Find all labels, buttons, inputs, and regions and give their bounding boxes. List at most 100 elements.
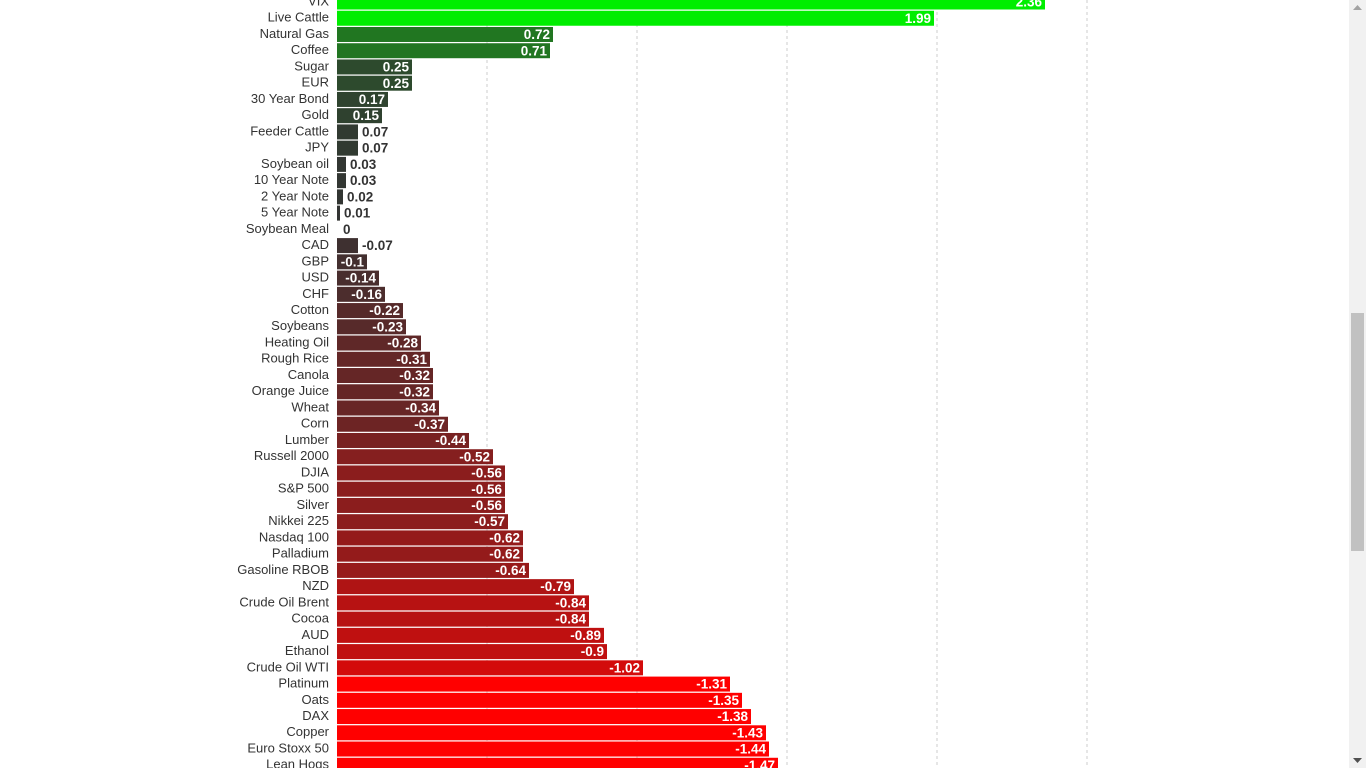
bar bbox=[337, 709, 751, 725]
bar bbox=[337, 530, 523, 546]
value-label: 0.03 bbox=[350, 173, 377, 188]
category-label: Soybean oil bbox=[261, 156, 329, 171]
value-label: -0.37 bbox=[414, 417, 445, 432]
category-label: Nikkei 225 bbox=[268, 513, 329, 528]
value-label: -1.44 bbox=[735, 742, 766, 757]
value-label: -0.84 bbox=[555, 595, 586, 610]
value-label: -0.62 bbox=[489, 547, 520, 562]
scrollbar-thumb[interactable] bbox=[1351, 313, 1364, 551]
value-label: -0.9 bbox=[581, 644, 604, 659]
bar bbox=[337, 692, 742, 708]
value-label: -0.32 bbox=[399, 368, 430, 383]
category-label: EUR bbox=[302, 75, 329, 90]
value-label: 0.71 bbox=[521, 43, 548, 58]
value-label: 0.03 bbox=[350, 157, 377, 172]
category-label: USD bbox=[302, 270, 329, 285]
category-label: GBP bbox=[302, 253, 329, 268]
value-label: -0.57 bbox=[474, 514, 505, 529]
value-label: 1.99 bbox=[905, 11, 931, 26]
value-label: -1.35 bbox=[708, 693, 739, 708]
category-label: VIX bbox=[308, 0, 329, 8]
category-label: Coffee bbox=[291, 42, 329, 57]
value-label: -0.52 bbox=[459, 449, 490, 464]
value-label: -0.07 bbox=[362, 238, 393, 253]
bar bbox=[337, 254, 367, 270]
category-label: Sugar bbox=[294, 58, 329, 73]
value-label: 0.07 bbox=[362, 124, 388, 139]
value-label: -0.56 bbox=[471, 482, 502, 497]
bar bbox=[337, 595, 589, 611]
category-label: Live Cattle bbox=[268, 10, 329, 25]
category-label: AUD bbox=[302, 627, 329, 642]
category-label: CHF bbox=[302, 286, 329, 301]
category-label: Rough Rice bbox=[261, 351, 329, 366]
bar bbox=[337, 26, 553, 42]
category-label: Palladium bbox=[272, 546, 329, 561]
category-label: Cocoa bbox=[291, 611, 329, 626]
value-label: -0.62 bbox=[489, 530, 520, 545]
category-label: Gasoline RBOB bbox=[237, 562, 329, 577]
value-label: -1.02 bbox=[609, 660, 640, 675]
value-label: 0.15 bbox=[353, 108, 380, 123]
scroll-up-arrow[interactable] bbox=[1353, 5, 1362, 10]
bar bbox=[337, 91, 388, 107]
category-label: Silver bbox=[296, 497, 329, 512]
value-label: -1.47 bbox=[744, 758, 775, 768]
value-label: -0.23 bbox=[372, 319, 403, 334]
value-label: -0.22 bbox=[369, 303, 400, 318]
bar bbox=[337, 43, 550, 59]
category-label: Crude Oil WTI bbox=[247, 659, 329, 674]
category-label: Cotton bbox=[291, 302, 329, 317]
scroll-down-arrow[interactable] bbox=[1353, 758, 1362, 763]
value-label: 0.25 bbox=[383, 60, 410, 75]
bar bbox=[337, 10, 934, 26]
bar bbox=[337, 75, 412, 91]
category-label: 5 Year Note bbox=[261, 205, 329, 220]
bar bbox=[337, 189, 343, 205]
bar bbox=[337, 303, 403, 319]
category-label: Feeder Cattle bbox=[250, 123, 329, 138]
bar bbox=[337, 611, 589, 627]
category-label: Corn bbox=[301, 416, 329, 431]
bar bbox=[337, 676, 730, 692]
value-label: -1.43 bbox=[732, 725, 763, 740]
value-label: 0.02 bbox=[347, 189, 373, 204]
bar bbox=[337, 205, 340, 221]
category-label: Natural Gas bbox=[260, 26, 330, 41]
bar bbox=[337, 741, 769, 757]
bar bbox=[337, 465, 505, 481]
bar bbox=[337, 140, 358, 156]
value-label: 0.17 bbox=[359, 92, 385, 107]
category-label: DAX bbox=[302, 708, 329, 723]
bar bbox=[337, 124, 358, 140]
value-label: 2.36 bbox=[1016, 0, 1043, 10]
value-label: -0.31 bbox=[396, 352, 427, 367]
bar bbox=[337, 335, 421, 351]
value-label: -0.56 bbox=[471, 498, 502, 513]
category-label: Wheat bbox=[291, 399, 329, 414]
category-label: Soybeans bbox=[271, 318, 329, 333]
category-label: Soybean Meal bbox=[246, 221, 329, 236]
category-label: Crude Oil Brent bbox=[239, 594, 329, 609]
bar bbox=[337, 156, 346, 172]
bar bbox=[337, 562, 529, 578]
category-label: 30 Year Bond bbox=[251, 91, 329, 106]
bar bbox=[337, 238, 358, 254]
category-label: 10 Year Note bbox=[254, 172, 329, 187]
value-label: -0.1 bbox=[341, 254, 365, 269]
bar bbox=[337, 173, 346, 189]
category-label: Ethanol bbox=[285, 643, 329, 658]
value-label: 0.07 bbox=[362, 141, 388, 156]
bar bbox=[337, 416, 448, 432]
bar bbox=[337, 627, 604, 643]
value-label: -1.38 bbox=[717, 709, 748, 724]
bar bbox=[337, 644, 607, 660]
bar bbox=[337, 546, 523, 562]
bar bbox=[337, 497, 505, 513]
value-label: 0.01 bbox=[344, 206, 371, 221]
value-label: -1.31 bbox=[696, 677, 727, 692]
value-label: -0.64 bbox=[495, 563, 526, 578]
category-label: JPY bbox=[305, 140, 329, 155]
